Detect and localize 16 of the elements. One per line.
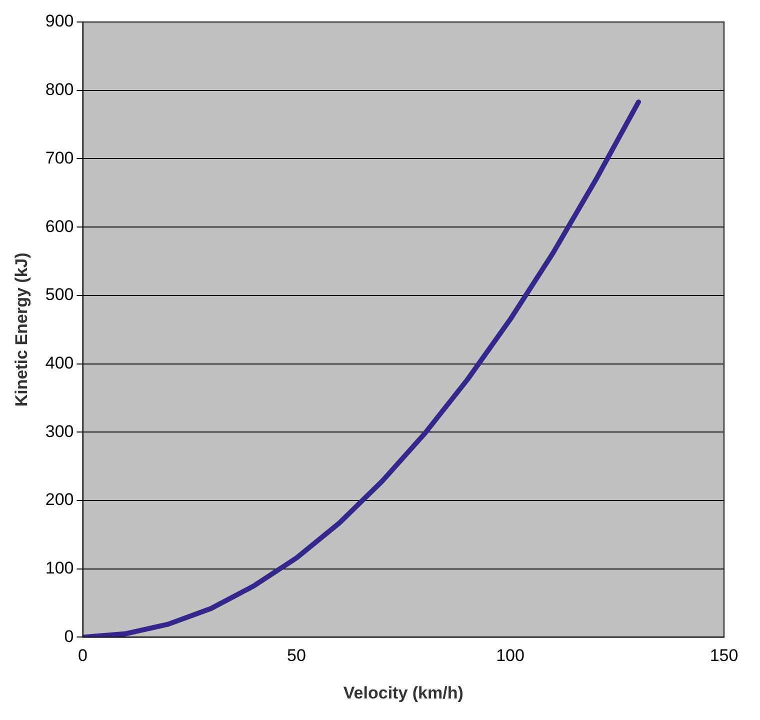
y-tick-label: 100 (45, 558, 74, 578)
x-tick-label: 100 (496, 646, 524, 666)
y-tick-label: 300 (45, 422, 74, 441)
x-axis-title: Velocity (km/h) (343, 683, 464, 702)
y-axis-title: Kinetic Energy (kJ) (12, 252, 31, 407)
y-tick-label: 700 (45, 148, 74, 168)
x-tick-label: 50 (287, 646, 306, 666)
y-tick-label: 600 (45, 216, 74, 236)
y-tick-label: 400 (45, 353, 74, 372)
x-tick-label: 150 (710, 646, 738, 666)
y-tick-label: 200 (45, 490, 74, 510)
y-tick-label: 900 (45, 12, 74, 31)
y-tick-label: 800 (45, 80, 74, 100)
x-tick-label: 0 (78, 646, 88, 666)
y-tick-label: 500 (45, 285, 74, 304)
y-tick-label: 0 (64, 626, 74, 646)
